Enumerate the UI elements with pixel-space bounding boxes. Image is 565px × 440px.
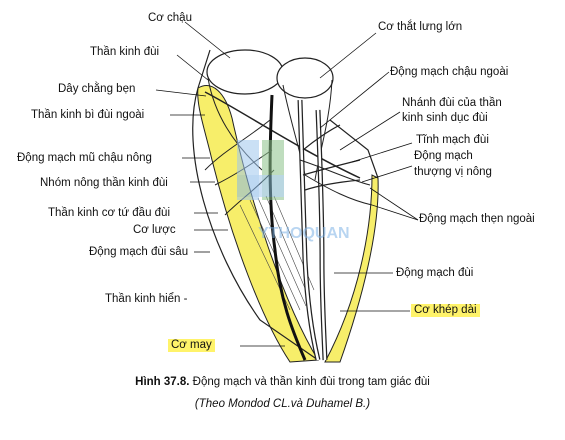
leader-lines xyxy=(155,21,419,347)
label-co-that-lung-lon: Cơ thắt lưng lớn xyxy=(378,21,463,33)
label-co-may: Cơ may xyxy=(168,339,215,352)
adductor-longus-highlight xyxy=(324,174,379,363)
label-nhom-nong-than-kinh-dui: Nhóm nông thần kinh đùi xyxy=(40,177,168,189)
vessel-branches xyxy=(302,124,361,191)
femoral-vein-lumen xyxy=(316,109,327,361)
label-dm-then-ngoai: Động mạch thẹn ngoài xyxy=(419,213,535,225)
label-nhanh-dui-2: kinh sinh dục đùi xyxy=(402,112,488,124)
label-co-chau: Cơ chậu xyxy=(148,12,192,24)
label-than-kinh-hien: Thần kinh hiển - xyxy=(105,293,188,305)
watermark: YTHOQUAN xyxy=(237,140,350,242)
label-than-kinh-dui: Thần kinh đùi xyxy=(90,46,160,58)
figure-title: Động mạch và thần kinh đùi trong tam giá… xyxy=(192,376,430,388)
psoas-cut xyxy=(276,57,334,99)
figure-number: Hình 37.8. xyxy=(135,376,190,388)
label-co-khep-dai: Cơ khép dài xyxy=(411,304,480,317)
femoral-artery-lumen xyxy=(298,99,320,361)
label-tinh-mach-dui: Tĩnh mạch đùi xyxy=(416,134,489,146)
label-dong-mach-chau-ngoai: Động mạch chậu ngoài xyxy=(390,66,509,78)
watermark-text: YTHOQUAN xyxy=(258,225,350,242)
label-dong-mach-dui-sau: Động mạch đùi sâu xyxy=(89,246,189,258)
label-dong-mach-dui: Động mạch đùi xyxy=(396,267,474,279)
inguinal-ligament xyxy=(204,91,361,179)
femoral-nerve-trunk xyxy=(268,94,307,361)
label-dm-thuong-vi-2: thượng vị nông xyxy=(414,166,492,178)
iliacus-cut xyxy=(206,49,284,95)
label-co-luoc: Cơ lược xyxy=(133,224,176,236)
figure-source: (Theo Mondod CL.và Duhamel B.) xyxy=(194,398,371,410)
label-than-kinh-co-tu-dau-dui: Thần kinh cơ tứ đầu đùi xyxy=(48,207,171,219)
label-dong-mach-mu-chau-nong: Động mạch mũ chậu nông xyxy=(17,152,152,164)
label-nhanh-dui-1: Nhánh đùi của thần xyxy=(402,97,502,109)
figure-caption: Hình 37.8. Động mạch và thần kinh đùi tr… xyxy=(0,376,565,388)
label-dm-thuong-vi-1: Động mạch xyxy=(414,150,473,162)
label-day-chang-ben: Dây chằng bẹn xyxy=(58,83,136,95)
label-than-kinh-bi-dui-ngoai: Thần kinh bì đùi ngoài xyxy=(31,109,145,121)
